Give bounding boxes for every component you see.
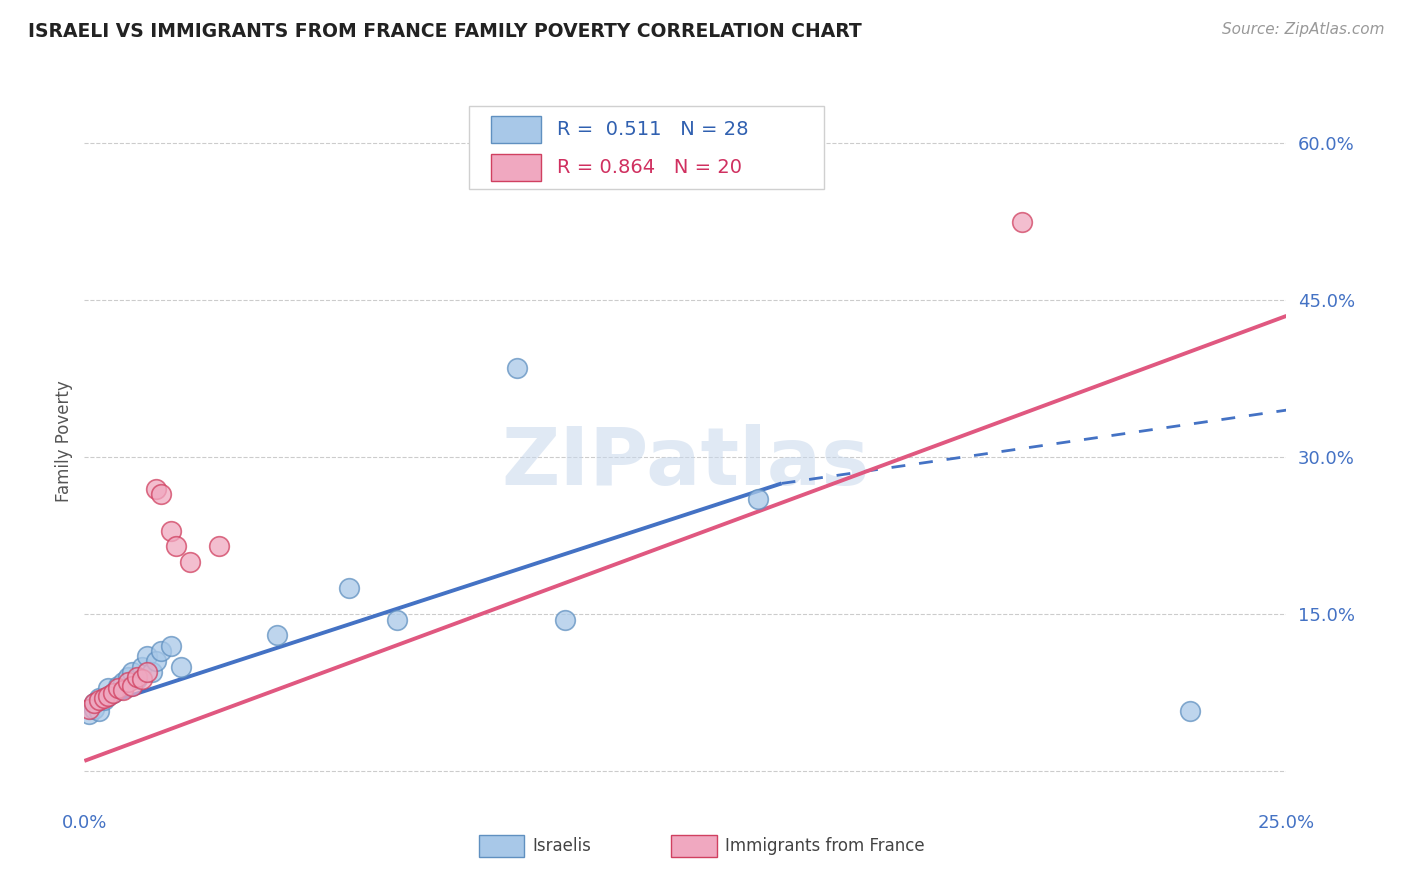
Point xyxy=(150,487,173,501)
FancyBboxPatch shape xyxy=(478,835,524,857)
Point xyxy=(135,665,157,679)
Point xyxy=(141,665,163,679)
Point xyxy=(103,686,125,700)
Point xyxy=(127,670,149,684)
FancyBboxPatch shape xyxy=(491,116,541,143)
Point xyxy=(77,706,100,721)
Point xyxy=(385,613,408,627)
Point xyxy=(506,361,529,376)
Point xyxy=(83,701,105,715)
Point xyxy=(145,655,167,669)
Point xyxy=(77,701,100,715)
Text: Immigrants from France: Immigrants from France xyxy=(725,838,925,855)
Text: ISRAELI VS IMMIGRANTS FROM FRANCE FAMILY POVERTY CORRELATION CHART: ISRAELI VS IMMIGRANTS FROM FRANCE FAMILY… xyxy=(28,22,862,41)
Point xyxy=(93,693,115,707)
FancyBboxPatch shape xyxy=(671,835,717,857)
Point xyxy=(83,696,105,710)
Text: Israelis: Israelis xyxy=(533,838,592,855)
Point xyxy=(127,672,149,686)
Point xyxy=(160,524,183,538)
Point xyxy=(117,670,139,684)
Point xyxy=(266,628,288,642)
Point xyxy=(747,492,769,507)
Point xyxy=(111,675,134,690)
Point xyxy=(145,482,167,496)
Point xyxy=(87,691,110,706)
Point xyxy=(150,644,173,658)
Point xyxy=(87,693,110,707)
Point xyxy=(554,613,576,627)
Point xyxy=(169,659,191,673)
Point xyxy=(208,539,231,553)
Text: R = 0.864   N = 20: R = 0.864 N = 20 xyxy=(557,158,742,178)
Point xyxy=(165,539,187,553)
Point xyxy=(179,555,201,569)
Point xyxy=(117,675,139,690)
Point xyxy=(111,682,134,697)
Text: R =  0.511   N = 28: R = 0.511 N = 28 xyxy=(557,120,748,139)
Point xyxy=(131,659,153,673)
Point xyxy=(1180,704,1202,718)
Point xyxy=(97,681,120,695)
FancyBboxPatch shape xyxy=(470,105,824,189)
Y-axis label: Family Poverty: Family Poverty xyxy=(55,381,73,502)
Point xyxy=(121,679,143,693)
Point xyxy=(103,686,125,700)
Point xyxy=(97,689,120,703)
Point xyxy=(97,689,120,703)
Point xyxy=(107,679,129,693)
Point xyxy=(160,639,183,653)
Point xyxy=(135,649,157,664)
Point xyxy=(107,681,129,695)
Text: Source: ZipAtlas.com: Source: ZipAtlas.com xyxy=(1222,22,1385,37)
Point xyxy=(87,704,110,718)
Point xyxy=(131,672,153,686)
Point xyxy=(1011,214,1033,228)
Text: ZIPatlas: ZIPatlas xyxy=(502,425,869,502)
Point xyxy=(83,696,105,710)
Point xyxy=(337,581,360,595)
Point xyxy=(121,665,143,679)
FancyBboxPatch shape xyxy=(491,154,541,181)
Point xyxy=(93,691,115,706)
